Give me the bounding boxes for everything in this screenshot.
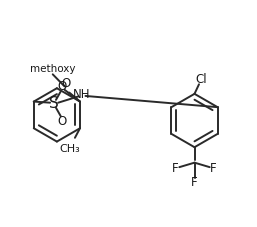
Text: F: F xyxy=(191,176,198,189)
Text: F: F xyxy=(172,162,179,175)
Text: F: F xyxy=(210,162,217,175)
Text: S: S xyxy=(49,96,59,111)
Text: O: O xyxy=(61,77,71,90)
Text: methoxy: methoxy xyxy=(30,64,76,74)
Text: CH₃: CH₃ xyxy=(60,144,80,154)
Text: NH: NH xyxy=(73,88,90,101)
Text: O: O xyxy=(57,80,67,93)
Text: O: O xyxy=(57,115,67,128)
Text: Cl: Cl xyxy=(195,73,207,86)
